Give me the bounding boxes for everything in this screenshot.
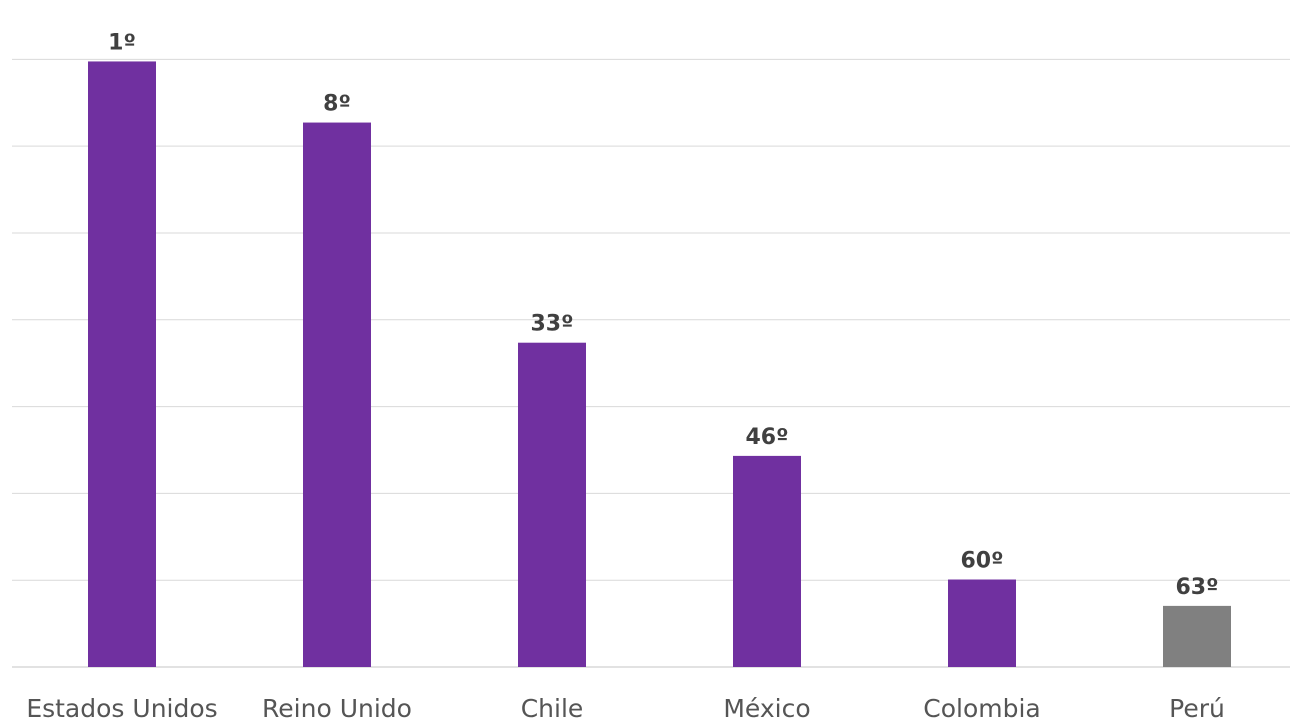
bar-estados-unidos bbox=[88, 61, 156, 667]
data-labels: 1º 8º 33º 46º 60º 63º bbox=[108, 30, 1218, 599]
x-axis-labels: Estados Unidos Reino Unido Chile México Colo… bbox=[26, 694, 1225, 723]
x-tick-label: Colombia bbox=[923, 694, 1040, 723]
x-tick-label: Reino Unido bbox=[262, 694, 412, 723]
bar-chile bbox=[518, 342, 586, 667]
data-label: 33º bbox=[530, 312, 573, 337]
bar-colombia bbox=[948, 579, 1016, 667]
data-label: 8º bbox=[323, 92, 351, 117]
data-label: 46º bbox=[745, 425, 788, 450]
data-label: 1º bbox=[108, 30, 136, 55]
bar-méxico bbox=[733, 455, 801, 667]
x-tick-label: México bbox=[723, 694, 810, 723]
bar-perú bbox=[1163, 605, 1231, 667]
data-label: 60º bbox=[960, 549, 1003, 574]
bars bbox=[88, 61, 1231, 668]
bar-reino-unido bbox=[303, 122, 371, 668]
x-tick-label: Estados Unidos bbox=[26, 694, 217, 723]
data-label: 63º bbox=[1175, 575, 1218, 600]
gridlines bbox=[12, 58, 1290, 668]
x-tick-label: Perú bbox=[1169, 694, 1225, 723]
x-tick-label: Chile bbox=[521, 694, 584, 723]
